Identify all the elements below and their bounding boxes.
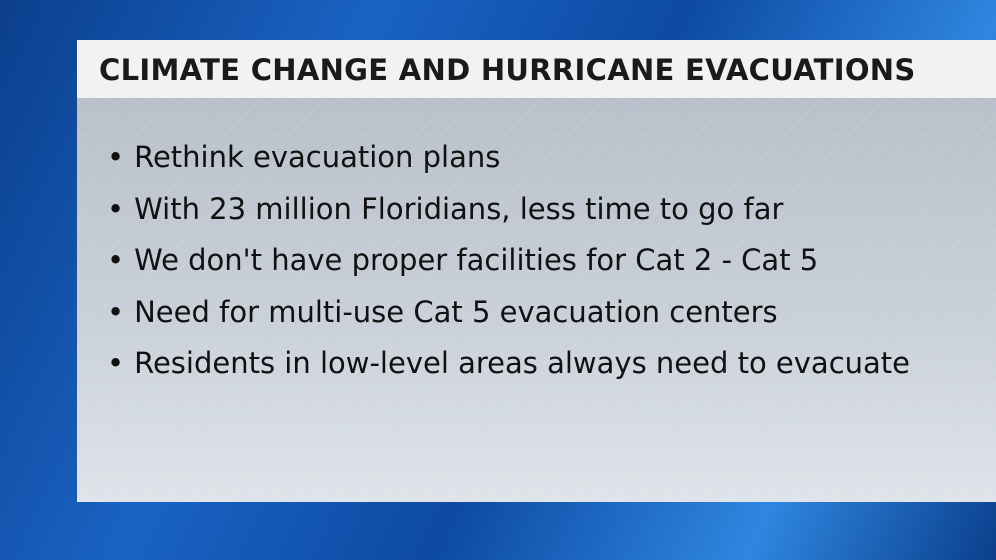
bullet: Residents in low-level areas always need…	[107, 342, 910, 394]
bullet-text: Residents in low-level areas always need…	[134, 346, 911, 380]
bullet: Rethink evacuation plans	[107, 136, 910, 188]
bullet-text: Rethink evacuation plans	[134, 140, 501, 174]
header: CLIMATE CHANGE AND HURRICANE EVACUATIONS	[77, 40, 996, 98]
bullet: Need for multi-use Cat 5 evacuation cent…	[107, 291, 910, 343]
bullet: With 23 million Floridians, less time to…	[107, 188, 910, 240]
panel: CLIMATE CHANGE AND HURRICANE EVACUATIONS…	[77, 40, 996, 502]
bullet-list: Rethink evacuation plans With 23 million …	[107, 136, 910, 394]
title: CLIMATE CHANGE AND HURRICANE EVACUATIONS	[99, 53, 916, 87]
bullet: We don't have proper facilities for Cat …	[107, 239, 910, 291]
bullet-text: With 23 million Floridians, less time to…	[134, 191, 784, 226]
bullet-text: Need for multi-use Cat 5 evacuation cent…	[134, 294, 778, 329]
bullet-text: We don't have proper facilities for Cat …	[134, 243, 819, 277]
